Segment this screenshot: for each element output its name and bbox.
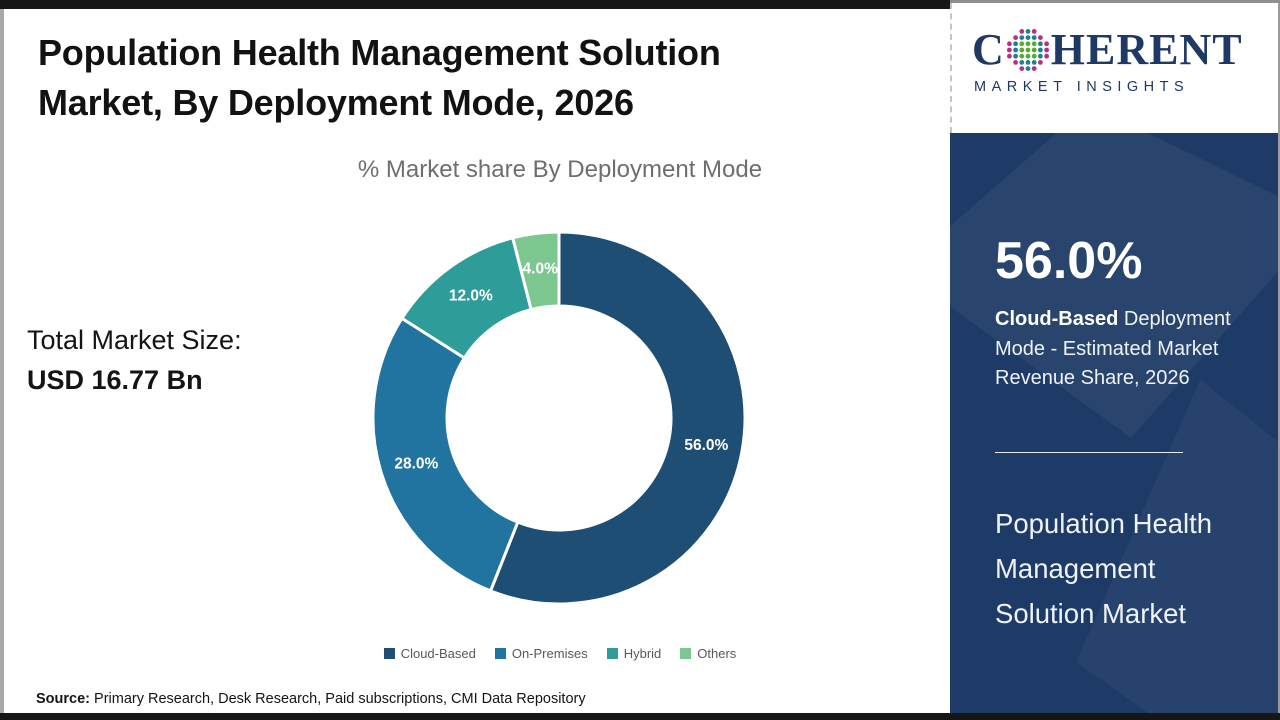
top-edge-line	[950, 0, 1280, 3]
highlight-panel: 56.0% Cloud-Based Deployment Mode - Esti…	[950, 133, 1280, 713]
donut-label: 28.0%	[394, 455, 438, 472]
text-line: Population Health Management Solution	[38, 32, 721, 73]
highlight-stat-value: 56.0%	[995, 232, 1143, 290]
logo-area: C HERENT MARKET INSIGHTS	[950, 3, 1278, 133]
coherent-logo: C HERENT	[972, 28, 1243, 72]
legend-label: Cloud-Based	[400, 646, 476, 661]
legend-swatch-icon	[606, 648, 618, 659]
donut-segment-on-premises	[371, 316, 520, 593]
highlight-stat-description: Cloud-Based Deployment Mode - Estimated …	[995, 305, 1251, 394]
chart-subtitle: % Market share By Deployment Mode	[357, 156, 763, 183]
donut-chart: 56.0% 28.0% 12.0% 4.0%	[371, 230, 747, 606]
donut-label: 12.0%	[449, 288, 493, 305]
legend-item: Others	[680, 646, 736, 661]
legend-item: Hybrid	[606, 646, 662, 661]
left-edge-line	[0, 9, 4, 713]
source-text: Primary Research, Desk Research, Paid su…	[90, 691, 586, 707]
total-market-size-value: USD 16.77 Bn	[27, 365, 203, 395]
right-edge-line	[1278, 3, 1280, 713]
donut-label: 4.0%	[523, 260, 559, 277]
logo-text-prefix: C	[972, 25, 1005, 74]
donut-segment-cloud-based	[488, 230, 747, 606]
source-label: Source:	[36, 691, 90, 707]
text-line: Management	[995, 553, 1156, 584]
chart-legend: Cloud-Based On-Premises Hybrid Others	[155, 646, 965, 661]
donut-segment-others	[510, 230, 561, 312]
legend-label: On-Premises	[511, 646, 588, 661]
highlight-segment-name: Cloud-Based	[995, 308, 1119, 330]
text-line: Population Health	[995, 508, 1213, 539]
bottom-bar	[0, 713, 1280, 720]
text-line: Market, By Deployment Mode, 2026	[38, 82, 634, 123]
legend-item: On-Premises	[494, 646, 588, 661]
panel-divider	[995, 452, 1183, 453]
total-market-size-label: Total Market Size:	[27, 325, 242, 355]
legend-item: Cloud-Based	[383, 646, 476, 661]
text-line: Solution Market	[995, 598, 1187, 629]
highlight-stat-rest: Deployment Mode - Estimated Market Reven…	[995, 308, 1231, 389]
coherent-globe-icon	[1006, 29, 1049, 71]
legend-swatch-icon	[383, 648, 395, 659]
legend-swatch-icon	[494, 648, 506, 659]
source-line: Source: Primary Research, Desk Research,…	[36, 691, 586, 707]
total-market-size-block: Total Market Size: USD 16.77 Bn	[27, 320, 242, 400]
top-bar	[0, 0, 950, 9]
logo-text-suffix: HERENT	[1050, 25, 1243, 74]
legend-label: Others	[697, 646, 737, 661]
report-market-name: Population Health Management Solution Mark…	[995, 501, 1212, 636]
logo-tagline: MARKET INSIGHTS	[974, 79, 1190, 95]
page-title: Population Health Management Solution Mar…	[38, 28, 721, 128]
legend-swatch-icon	[680, 648, 692, 659]
legend-label: Hybrid	[623, 646, 662, 661]
donut-label: 56.0%	[684, 437, 728, 454]
